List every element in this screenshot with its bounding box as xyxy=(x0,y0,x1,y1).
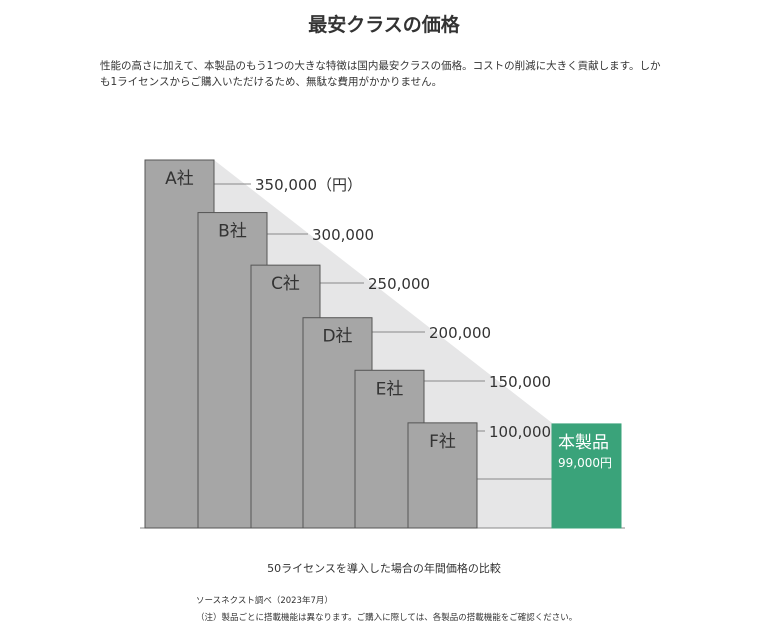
company-label: A社 xyxy=(165,169,194,189)
company-label: D社 xyxy=(322,327,352,347)
page-description: 性能の高さに加えて、本製品のもう1つの大きな特徴は国内最安クラスの価格。コストの… xyxy=(100,60,661,88)
product-price-label: 99,000円 xyxy=(558,456,612,470)
disclaimer-note: （注）製品ごとに搭載機能は異なります。ご購入に際しては、各製品の搭載機能をご確認… xyxy=(196,613,578,623)
tick-label: 350,000（円） xyxy=(255,176,362,194)
company-label: C社 xyxy=(271,274,300,294)
tick-label: 100,000 xyxy=(489,423,551,441)
source-note: ソースネクスト調べ（2023年7月） xyxy=(196,596,333,606)
bar-company xyxy=(407,422,478,529)
tick-label: 150,000 xyxy=(489,373,551,391)
tick-label: 250,000 xyxy=(368,275,430,293)
tick-label: 300,000 xyxy=(312,226,374,244)
tick-label: 200,000 xyxy=(429,324,491,342)
product-label: 本製品 xyxy=(558,433,609,453)
company-label: F社 xyxy=(429,432,456,452)
company-label: E社 xyxy=(376,379,404,399)
company-label: B社 xyxy=(218,222,247,242)
page-title: 最安クラスの価格 xyxy=(308,14,460,36)
chart-caption: 50ライセンスを導入した場合の年間価格の比較 xyxy=(267,562,501,575)
bar-product xyxy=(551,423,622,529)
